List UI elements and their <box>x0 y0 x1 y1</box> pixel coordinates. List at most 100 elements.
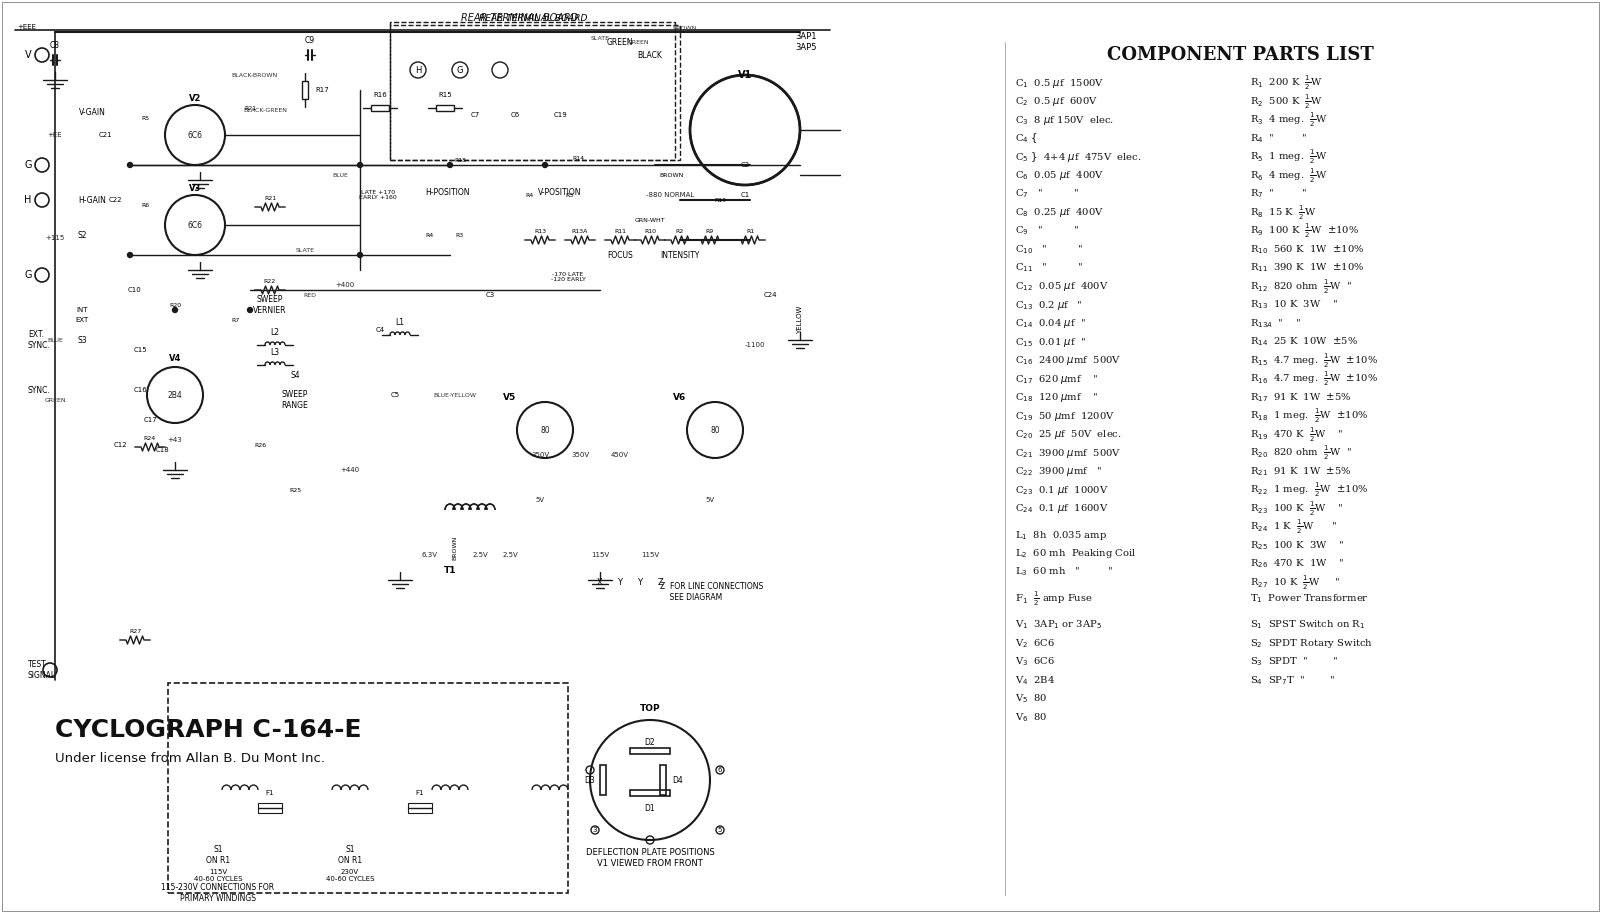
Text: C$_{16}$  2400 $\mu$mf  500V: C$_{16}$ 2400 $\mu$mf 500V <box>1015 354 1121 367</box>
Text: R14: R14 <box>572 155 584 161</box>
Text: +EEE: +EEE <box>18 24 35 30</box>
Text: 3AP1
3AP5: 3AP1 3AP5 <box>796 32 817 52</box>
Text: V4: V4 <box>168 353 181 362</box>
Bar <box>371 105 389 111</box>
Text: R2: R2 <box>676 228 684 234</box>
Text: C$_{24}$  0.1 $\mu$f  1600V: C$_{24}$ 0.1 $\mu$f 1600V <box>1015 502 1108 515</box>
Text: Z: Z <box>656 578 663 586</box>
Text: C$_{18}$  120 $\mu$mf    ": C$_{18}$ 120 $\mu$mf " <box>1015 391 1098 404</box>
Text: 350V: 350V <box>532 452 549 458</box>
Text: R18: R18 <box>455 158 466 163</box>
Text: L$_1$  8h  0.035 amp: L$_1$ 8h 0.035 amp <box>1015 529 1108 541</box>
Text: V3: V3 <box>189 184 202 193</box>
Text: R$_{15}$  4.7 meg.  $\frac{1}{2}$W  $\pm$10%: R$_{15}$ 4.7 meg. $\frac{1}{2}$W $\pm$10… <box>1250 352 1378 370</box>
Text: S$_1$  SPST Switch on R$_1$: S$_1$ SPST Switch on R$_1$ <box>1250 619 1366 632</box>
Text: 115-230V CONNECTIONS FOR
PRIMARY WINDINGS: 115-230V CONNECTIONS FOR PRIMARY WINDING… <box>162 883 274 903</box>
Text: -170 LATE
-120 EARLY: -170 LATE -120 EARLY <box>551 271 586 282</box>
Text: C17: C17 <box>142 417 157 423</box>
Text: R$_{21}$  91 K  1W  $\pm$5%: R$_{21}$ 91 K 1W $\pm$5% <box>1250 465 1351 477</box>
Text: TEST
SIGNAL: TEST SIGNAL <box>27 660 56 679</box>
Text: R4: R4 <box>525 193 535 197</box>
Text: S$_4$  SP$_7$T  "        ": S$_4$ SP$_7$T " " <box>1250 674 1335 687</box>
Text: Z  FOR LINE CONNECTIONS
    SEE DIAGRAM: Z FOR LINE CONNECTIONS SEE DIAGRAM <box>660 582 764 602</box>
Text: C3: C3 <box>485 292 495 298</box>
Text: R6: R6 <box>141 203 149 207</box>
Text: D4: D4 <box>672 775 684 784</box>
Text: L3: L3 <box>271 348 280 357</box>
Text: Y: Y <box>637 578 642 586</box>
Text: C$_{10}$   "          ": C$_{10}$ " " <box>1015 243 1084 256</box>
Text: C5: C5 <box>391 392 400 398</box>
Text: 6: 6 <box>717 767 722 773</box>
Text: R7: R7 <box>231 318 239 322</box>
Text: V-GAIN: V-GAIN <box>78 108 106 117</box>
Text: V6: V6 <box>674 393 687 402</box>
Text: 2.5V: 2.5V <box>503 552 517 558</box>
Text: R$_{23}$  100 K  $\frac{1}{2}$W    ": R$_{23}$ 100 K $\frac{1}{2}$W " <box>1250 499 1343 518</box>
Text: C7: C7 <box>471 112 480 118</box>
Text: BLUE: BLUE <box>331 173 347 177</box>
Text: C$_8$  0.25 $\mu$f  400V: C$_8$ 0.25 $\mu$f 400V <box>1015 206 1105 219</box>
Bar <box>408 803 432 813</box>
Text: 2B4: 2B4 <box>168 391 183 400</box>
Text: S4: S4 <box>290 371 299 380</box>
Text: V: V <box>24 50 32 60</box>
Text: BLACK-GREEN: BLACK-GREEN <box>243 108 287 112</box>
Circle shape <box>543 163 548 167</box>
Text: R$_2$  500 K  $\frac{1}{2}$W: R$_2$ 500 K $\frac{1}{2}$W <box>1250 92 1322 110</box>
Circle shape <box>448 163 453 167</box>
Text: BLUE-YELLOW: BLUE-YELLOW <box>434 393 477 397</box>
Text: C$_3$  8 $\mu$f 150V  elec.: C$_3$ 8 $\mu$f 150V elec. <box>1015 113 1114 127</box>
Text: R$_{11}$  390 K  1W  $\pm$10%: R$_{11}$ 390 K 1W $\pm$10% <box>1250 262 1364 275</box>
Text: L2: L2 <box>271 328 280 337</box>
Text: C24: C24 <box>764 292 776 298</box>
Text: BLACK-BROWN: BLACK-BROWN <box>232 72 279 78</box>
Text: INT: INT <box>77 307 88 313</box>
Text: R$_6$  4 meg.  $\frac{1}{2}$W: R$_6$ 4 meg. $\frac{1}{2}$W <box>1250 166 1327 184</box>
Text: R$_{13A}$  "    ": R$_{13A}$ " " <box>1250 317 1302 330</box>
Text: EXT: EXT <box>75 317 88 323</box>
Text: D2: D2 <box>645 738 655 747</box>
Text: LATE +170
EARLY +160: LATE +170 EARLY +160 <box>359 190 397 200</box>
Text: D1: D1 <box>645 803 655 813</box>
Text: V$_3$  6C6: V$_3$ 6C6 <box>1015 656 1055 668</box>
Text: R22: R22 <box>264 278 275 284</box>
Text: V$_4$  2B4: V$_4$ 2B4 <box>1015 674 1055 687</box>
Text: C22: C22 <box>109 197 122 203</box>
Text: SYNC.: SYNC. <box>27 385 51 394</box>
Text: F1: F1 <box>266 790 274 796</box>
Text: EXT.
SYNC.: EXT. SYNC. <box>27 331 51 350</box>
Text: H-GAIN: H-GAIN <box>78 195 106 205</box>
Text: R3: R3 <box>456 233 464 237</box>
Text: F1: F1 <box>416 790 424 796</box>
Text: C$_{13}$  0.2 $\mu$f   ": C$_{13}$ 0.2 $\mu$f " <box>1015 299 1082 311</box>
Text: -880 NORMAL: -880 NORMAL <box>645 192 695 198</box>
Text: R25: R25 <box>288 488 301 492</box>
Text: C$_5$ $\}$  4+4 $\mu$f  475V  elec.: C$_5$ $\}$ 4+4 $\mu$f 475V elec. <box>1015 150 1142 164</box>
Text: X: X <box>597 578 604 586</box>
Circle shape <box>248 308 253 312</box>
Text: R26: R26 <box>255 443 266 447</box>
Text: SLATE: SLATE <box>591 36 610 40</box>
Text: GRN-WHT: GRN-WHT <box>634 217 666 223</box>
Text: C$_{17}$  620 $\mu$mf    ": C$_{17}$ 620 $\mu$mf " <box>1015 373 1098 385</box>
Text: 115V: 115V <box>640 552 660 558</box>
Bar <box>303 81 307 99</box>
Text: COMPONENT PARTS LIST: COMPONENT PARTS LIST <box>1106 46 1374 64</box>
Text: C16: C16 <box>133 387 147 393</box>
Text: GREEN: GREEN <box>45 397 66 403</box>
Text: R$_{17}$  91 K  1W  $\pm$5%: R$_{17}$ 91 K 1W $\pm$5% <box>1250 391 1351 404</box>
Text: S1
ON R1: S1 ON R1 <box>338 845 362 865</box>
Text: Y: Y <box>618 578 623 586</box>
Text: 230V
40-60 CYCLES: 230V 40-60 CYCLES <box>325 868 375 881</box>
Text: R$_5$  1 meg.  $\frac{1}{2}$W: R$_5$ 1 meg. $\frac{1}{2}$W <box>1250 148 1327 166</box>
Circle shape <box>128 163 133 167</box>
Bar <box>391 25 680 160</box>
Bar <box>391 22 676 160</box>
Text: R13: R13 <box>535 228 546 234</box>
Bar <box>660 765 666 795</box>
Text: R19: R19 <box>714 197 727 203</box>
Text: C$_7$   "          ": C$_7$ " " <box>1015 187 1079 200</box>
Text: C$_{20}$  25 $\mu$f  50V  elec.: C$_{20}$ 25 $\mu$f 50V elec. <box>1015 428 1122 441</box>
Text: +43: +43 <box>168 437 183 443</box>
